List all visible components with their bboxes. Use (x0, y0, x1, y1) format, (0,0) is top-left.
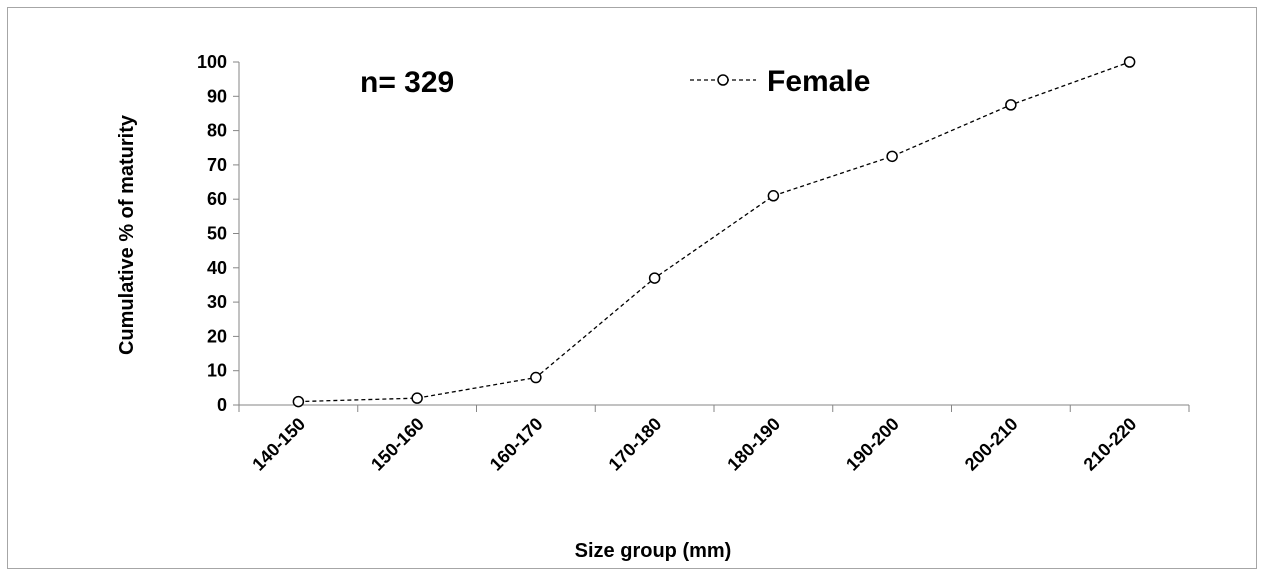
y-tick-label: 0 (217, 395, 227, 415)
y-tick-label: 100 (197, 52, 227, 72)
y-tick-label: 30 (207, 292, 227, 312)
y-tick-label: 20 (207, 326, 227, 346)
data-point (1123, 56, 1136, 68)
series-line (298, 61, 1130, 403)
x-axis-title: Size group (mm) (575, 540, 732, 562)
x-tick-label: 170-180 (605, 414, 666, 475)
x-tick-label: 180-190 (723, 414, 784, 475)
x-tick-label: 210-220 (1080, 414, 1141, 475)
data-point (292, 395, 305, 408)
y-tick-label: 90 (207, 86, 227, 106)
data-point (411, 392, 423, 404)
legend: Female (690, 65, 870, 98)
x-tick-label: 140-150 (248, 414, 309, 475)
y-axis-title: Cumulative % of maturity (116, 114, 138, 355)
data-point (530, 371, 542, 384)
y-axis: 0 10 20 30 40 50 60 70 80 90 100 (197, 52, 240, 415)
data-point (1005, 99, 1017, 111)
sample-size-annotation: n= 329 (360, 66, 454, 99)
x-tick-label: 200-210 (961, 414, 1022, 475)
x-tick-label: 160-170 (486, 414, 547, 475)
y-tick-label: 60 (207, 189, 227, 209)
data-point (886, 150, 898, 163)
legend-label-female: Female (767, 65, 870, 98)
chart-frame (7, 7, 1257, 569)
y-tick-label: 10 (207, 361, 227, 381)
y-tick-label: 50 (207, 224, 227, 244)
y-tick-label: 70 (207, 155, 227, 175)
x-tick-label: 190-200 (842, 414, 903, 475)
data-point (648, 272, 661, 284)
x-tick-label: 150-160 (367, 414, 428, 475)
data-point (767, 190, 780, 202)
x-axis: 140-150 150-160 160-170 170-180 180-190 190-2… (238, 404, 1190, 475)
legend-marker (717, 74, 729, 86)
series-female (292, 56, 1136, 408)
y-tick-label: 80 (207, 121, 227, 141)
y-tick-label: 40 (207, 258, 227, 278)
